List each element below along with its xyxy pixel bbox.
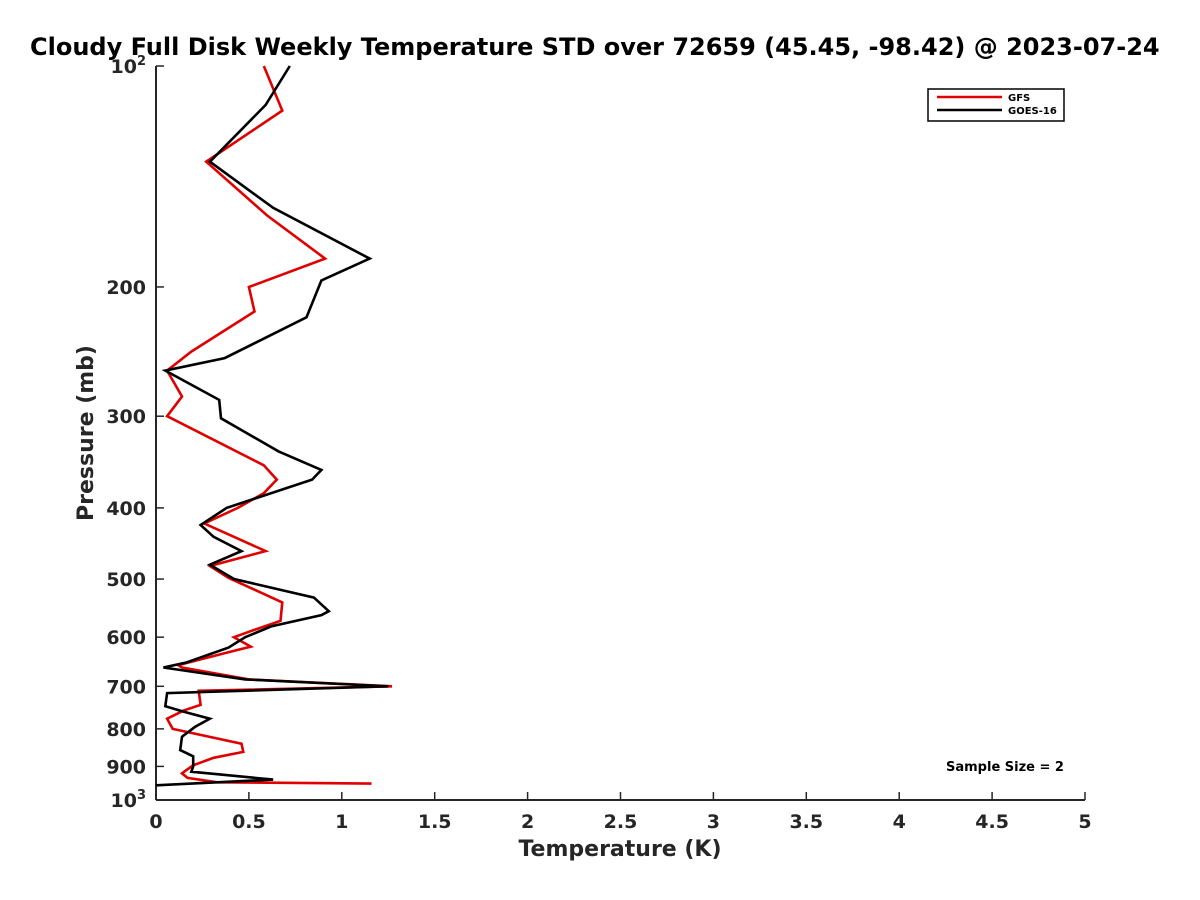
y-tick-label: 600 bbox=[106, 627, 146, 649]
y-tick-label-base: 600 bbox=[106, 627, 146, 649]
legend-label-goes16: GOES-16 bbox=[1008, 106, 1057, 117]
x-tick-label: 0 bbox=[149, 811, 162, 833]
y-tick-label: 300 bbox=[106, 406, 146, 428]
x-ticks: 0 0.5 1 1.5 2 2.5 3 3.5 4 4.5 5 bbox=[149, 792, 1092, 833]
y-tick-label-base: 10 bbox=[111, 56, 137, 78]
x-tick-label: 0.5 bbox=[232, 811, 266, 833]
y-tick-label: 900 bbox=[106, 756, 146, 778]
x-tick-label: 5 bbox=[1078, 811, 1091, 833]
y-tick-label-base: 400 bbox=[106, 498, 146, 520]
y-tick-label: 700 bbox=[106, 676, 146, 698]
sample-size-annotation: Sample Size = 2 bbox=[946, 760, 1064, 775]
y-tick-label-base: 800 bbox=[106, 719, 146, 741]
y-tick-label: 102 bbox=[111, 54, 147, 78]
x-tick-label: 3.5 bbox=[789, 811, 823, 833]
x-tick-label: 2 bbox=[521, 811, 534, 833]
y-tick-label-exponent: 2 bbox=[137, 54, 146, 69]
series-line-goes16 bbox=[155, 65, 389, 787]
y-tick-label: 400 bbox=[106, 498, 146, 520]
x-tick-label: 3 bbox=[707, 811, 720, 833]
legend-label-gfs: GFS bbox=[1008, 93, 1030, 104]
x-tick-label: 4 bbox=[893, 811, 906, 833]
x-axis-label: Temperature (K) bbox=[518, 837, 721, 862]
x-tick-label: 1 bbox=[335, 811, 348, 833]
series-line-gfs bbox=[165, 65, 393, 785]
y-tick-label-base: 200 bbox=[106, 277, 146, 299]
chart-title: Cloudy Full Disk Weekly Temperature STD … bbox=[30, 33, 1160, 61]
y-tick-label-exponent: 3 bbox=[137, 788, 146, 803]
y-axis-label: Pressure (mb) bbox=[74, 345, 99, 521]
x-tick-label: 2.5 bbox=[604, 811, 638, 833]
y-tick-label-base: 500 bbox=[106, 569, 146, 591]
y-tick-label-base: 10 bbox=[111, 790, 137, 812]
y-tick-label-base: 900 bbox=[106, 756, 146, 778]
y-tick-label-base: 700 bbox=[106, 676, 146, 698]
legend: GFS GOES-16 bbox=[927, 88, 1065, 122]
y-tick-label-base: 300 bbox=[106, 406, 146, 428]
y-tick-label: 800 bbox=[106, 719, 146, 741]
y-tick-label: 103 bbox=[111, 788, 147, 812]
series-group bbox=[155, 65, 393, 787]
x-tick-label: 4.5 bbox=[975, 811, 1009, 833]
y-tick-label: 200 bbox=[106, 277, 146, 299]
y-tick-label: 500 bbox=[106, 569, 146, 591]
legend-box bbox=[927, 88, 1065, 122]
x-tick-label: 1.5 bbox=[418, 811, 452, 833]
